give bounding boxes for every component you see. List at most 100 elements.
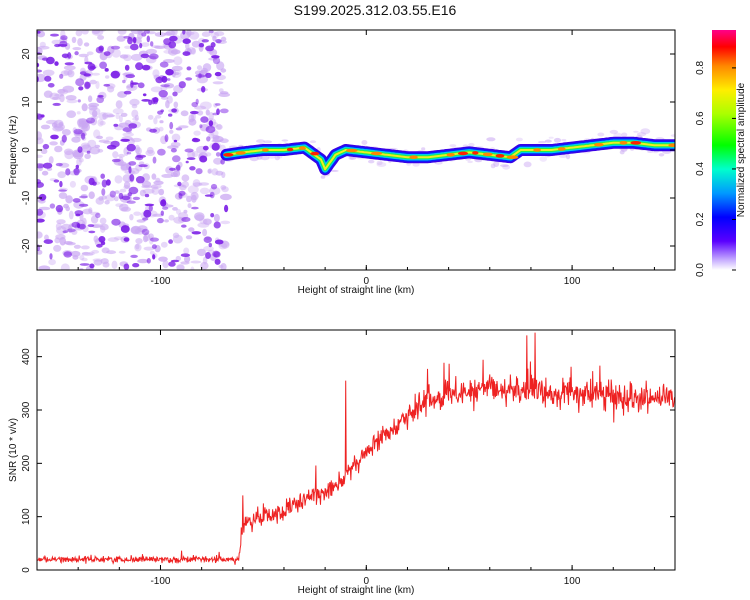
colorbar-tick-label: 0.0 — [695, 263, 706, 277]
noise-blob-light — [201, 67, 208, 74]
noise-blob-dark — [192, 137, 198, 141]
noise-blob-light — [187, 151, 196, 159]
noise-blob-dark — [141, 32, 147, 37]
noise-blob-light — [104, 200, 110, 205]
noise-blob-light — [183, 209, 188, 214]
noise-blob-light — [90, 117, 98, 126]
noise-blob-dark — [126, 200, 136, 204]
noise-blob-light — [220, 68, 227, 73]
signal-ridge — [220, 136, 675, 176]
noise-blob-dark — [215, 152, 221, 157]
snr-x-ticks: -100 0 100 — [36, 330, 655, 587]
noise-blob-dark — [208, 242, 213, 248]
noise-blob-light — [187, 203, 192, 209]
noise-blob-light — [205, 109, 210, 116]
noise-blob-light — [43, 90, 53, 98]
noise-blob-dark — [160, 84, 170, 88]
noise-blob-light — [77, 38, 83, 47]
noise-blob-light — [146, 146, 154, 154]
snr-y-tick-label: 400 — [21, 348, 32, 365]
noise-blob-dark — [111, 218, 121, 226]
noise-blob-light — [76, 158, 82, 166]
noise-blob-light — [173, 56, 183, 66]
noise-blob-light — [190, 266, 195, 270]
noise-blob-light — [178, 125, 189, 129]
noise-blob-light — [94, 144, 101, 148]
ridge-halo-blob — [376, 162, 387, 167]
noise-blob-dark — [52, 102, 61, 106]
noise-blob-light — [165, 100, 170, 109]
noise-blob-light — [199, 187, 210, 195]
noise-blob-dark — [66, 228, 76, 233]
ridge-halo-blob — [502, 164, 511, 170]
noise-blob-light — [63, 65, 76, 71]
ridge-halo-blob — [553, 137, 562, 143]
noise-blob-dark — [201, 39, 209, 43]
noise-blob-light — [196, 65, 203, 71]
noise-blob-dark — [49, 253, 53, 260]
noise-blob-dark — [157, 75, 166, 81]
noise-blob-dark — [126, 151, 132, 155]
noise-blob-light — [129, 98, 140, 106]
noise-blob-light — [93, 129, 101, 139]
colorbar-tick-label: 0.8 — [695, 61, 706, 75]
spectrogram-y-tick-label: -10 — [21, 190, 32, 205]
noise-blob-light — [170, 49, 181, 55]
noise-blob-dark — [181, 224, 187, 228]
noise-blob-dark — [37, 218, 45, 223]
chart-title: S199.2025.312.03.55.E16 — [293, 2, 457, 18]
noise-blob-dark — [186, 66, 192, 71]
noise-blob-light — [134, 114, 139, 122]
noise-blob-dark — [169, 35, 178, 42]
noise-blob-dark — [54, 61, 59, 66]
noise-blob-light — [88, 251, 95, 256]
noise-blob-dark — [99, 61, 107, 69]
noise-blob-dark — [178, 81, 186, 89]
noise-blob-dark — [74, 51, 79, 56]
noise-blob-light — [53, 244, 62, 252]
noise-blob-dark — [87, 224, 95, 228]
noise-blob-dark — [129, 174, 135, 182]
ridge-hot-spot — [223, 153, 234, 157]
noise-blob-light — [123, 185, 130, 190]
noise-blob-dark — [191, 101, 198, 108]
noise-blob-dark — [123, 90, 132, 95]
noise-blob-light — [214, 31, 225, 37]
noise-blob-light — [51, 39, 62, 45]
noise-blob-dark — [75, 164, 80, 169]
noise-blob-dark — [211, 55, 220, 59]
noise-blob-dark — [205, 45, 215, 52]
noise-blob-dark — [54, 43, 61, 48]
noise-blob-light — [51, 122, 58, 128]
noise-blob-light — [119, 188, 127, 193]
noise-blob-light — [78, 157, 84, 163]
ridge-halo-blob — [412, 162, 420, 167]
noise-blob-light — [158, 188, 165, 196]
noise-blob-dark — [95, 212, 101, 219]
noise-blob-light — [135, 238, 143, 244]
noise-blob-dark — [182, 30, 186, 35]
noise-blob-light — [191, 40, 201, 48]
noise-blob-dark — [189, 166, 196, 171]
snr-x-tick-label: 0 — [364, 576, 370, 587]
noise-blob-dark — [130, 82, 139, 85]
ridge-hot-spot — [506, 155, 519, 159]
noise-blob-light — [207, 168, 212, 174]
noise-blob-light — [168, 214, 175, 221]
noise-blob-light — [68, 210, 74, 220]
spectrogram-x-tick-label: 100 — [564, 276, 581, 287]
noise-blob-light — [37, 154, 43, 158]
noise-blob-light — [131, 53, 143, 61]
noise-blob-light — [112, 108, 124, 115]
noise-blob-light — [73, 244, 81, 249]
ridge-halo-blob — [274, 155, 280, 161]
noise-blob-light — [44, 234, 49, 241]
snr-x-tick-label: -100 — [150, 576, 170, 587]
spectrogram-y-tick-label: 20 — [21, 48, 32, 60]
noise-blob-dark — [205, 125, 216, 134]
ridge-halo-blob — [609, 129, 618, 134]
noise-blob-dark — [77, 146, 83, 153]
noise-blob-dark — [122, 127, 133, 132]
noise-blob-dark — [214, 71, 222, 77]
noise-blob-dark — [156, 217, 164, 224]
